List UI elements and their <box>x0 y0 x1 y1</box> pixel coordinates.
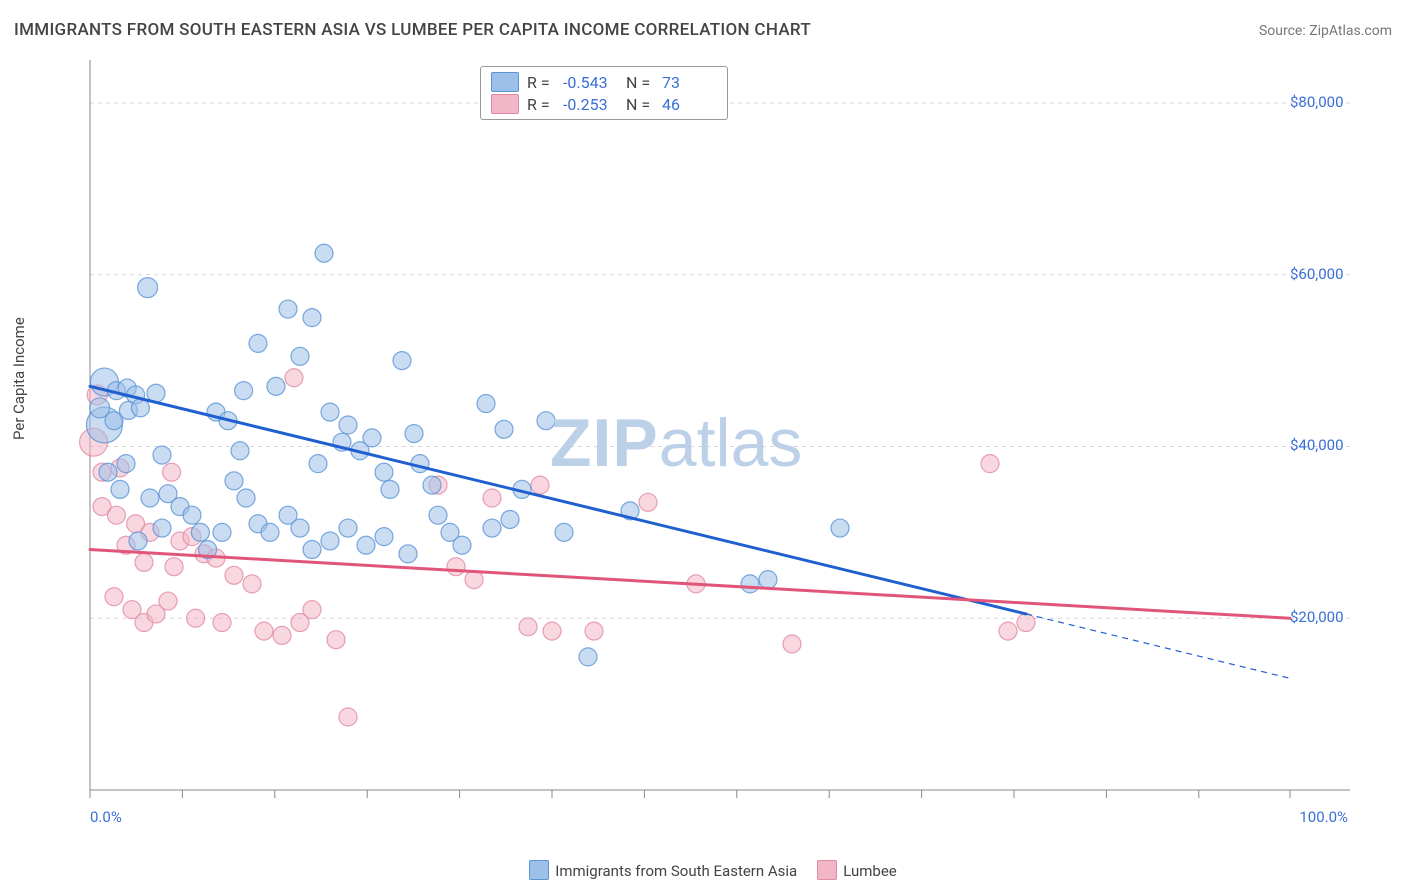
source-prefix: Source: <box>1259 23 1309 39</box>
legend-row: R = -0.253 N = 46 <box>491 93 717 115</box>
x-tick-label: 0.0% <box>90 808 122 826</box>
legend-series-name: Lumbee <box>843 862 897 880</box>
legend-swatch <box>491 94 519 114</box>
y-tick-label: $80,000 <box>1290 93 1344 111</box>
chart-svg <box>50 60 1350 820</box>
legend-r-label: R = <box>527 95 555 114</box>
series-legend: Immigrants from South Eastern Asia Lumbee <box>0 860 1406 880</box>
y-tick-label: $20,000 <box>1290 608 1344 626</box>
plot-area: Per Capita Income ZIPatlas $20,000$40,00… <box>50 60 1350 820</box>
legend-swatch <box>817 860 837 880</box>
legend-n-label: N = <box>626 95 654 114</box>
source-attribution: Source: ZipAtlas.com <box>1259 23 1392 39</box>
legend-swatch <box>491 72 519 92</box>
legend-n-label: N = <box>626 73 654 92</box>
chart-title: IMMIGRANTS FROM SOUTH EASTERN ASIA VS LU… <box>14 20 811 40</box>
y-tick-label: $40,000 <box>1290 436 1344 454</box>
y-tick-label: $60,000 <box>1290 265 1344 283</box>
legend-row: R = -0.543 N = 73 <box>491 71 717 93</box>
legend-n-value: 73 <box>662 73 717 92</box>
correlation-legend: R = -0.543 N = 73 R = -0.253 N = 46 <box>480 66 728 120</box>
legend-r-value: -0.253 <box>563 95 618 114</box>
chart-container: IMMIGRANTS FROM SOUTH EASTERN ASIA VS LU… <box>0 0 1406 892</box>
legend-r-label: R = <box>527 73 555 92</box>
legend-n-value: 46 <box>662 95 717 114</box>
source-link[interactable]: ZipAtlas.com <box>1309 23 1392 39</box>
header-row: IMMIGRANTS FROM SOUTH EASTERN ASIA VS LU… <box>14 20 1392 40</box>
legend-r-value: -0.543 <box>563 73 618 92</box>
x-tick-label: 100.0% <box>1299 808 1348 826</box>
legend-swatch <box>529 860 549 880</box>
y-axis-label: Per Capita Income <box>10 317 28 440</box>
legend-series-name: Immigrants from South Eastern Asia <box>555 862 797 880</box>
